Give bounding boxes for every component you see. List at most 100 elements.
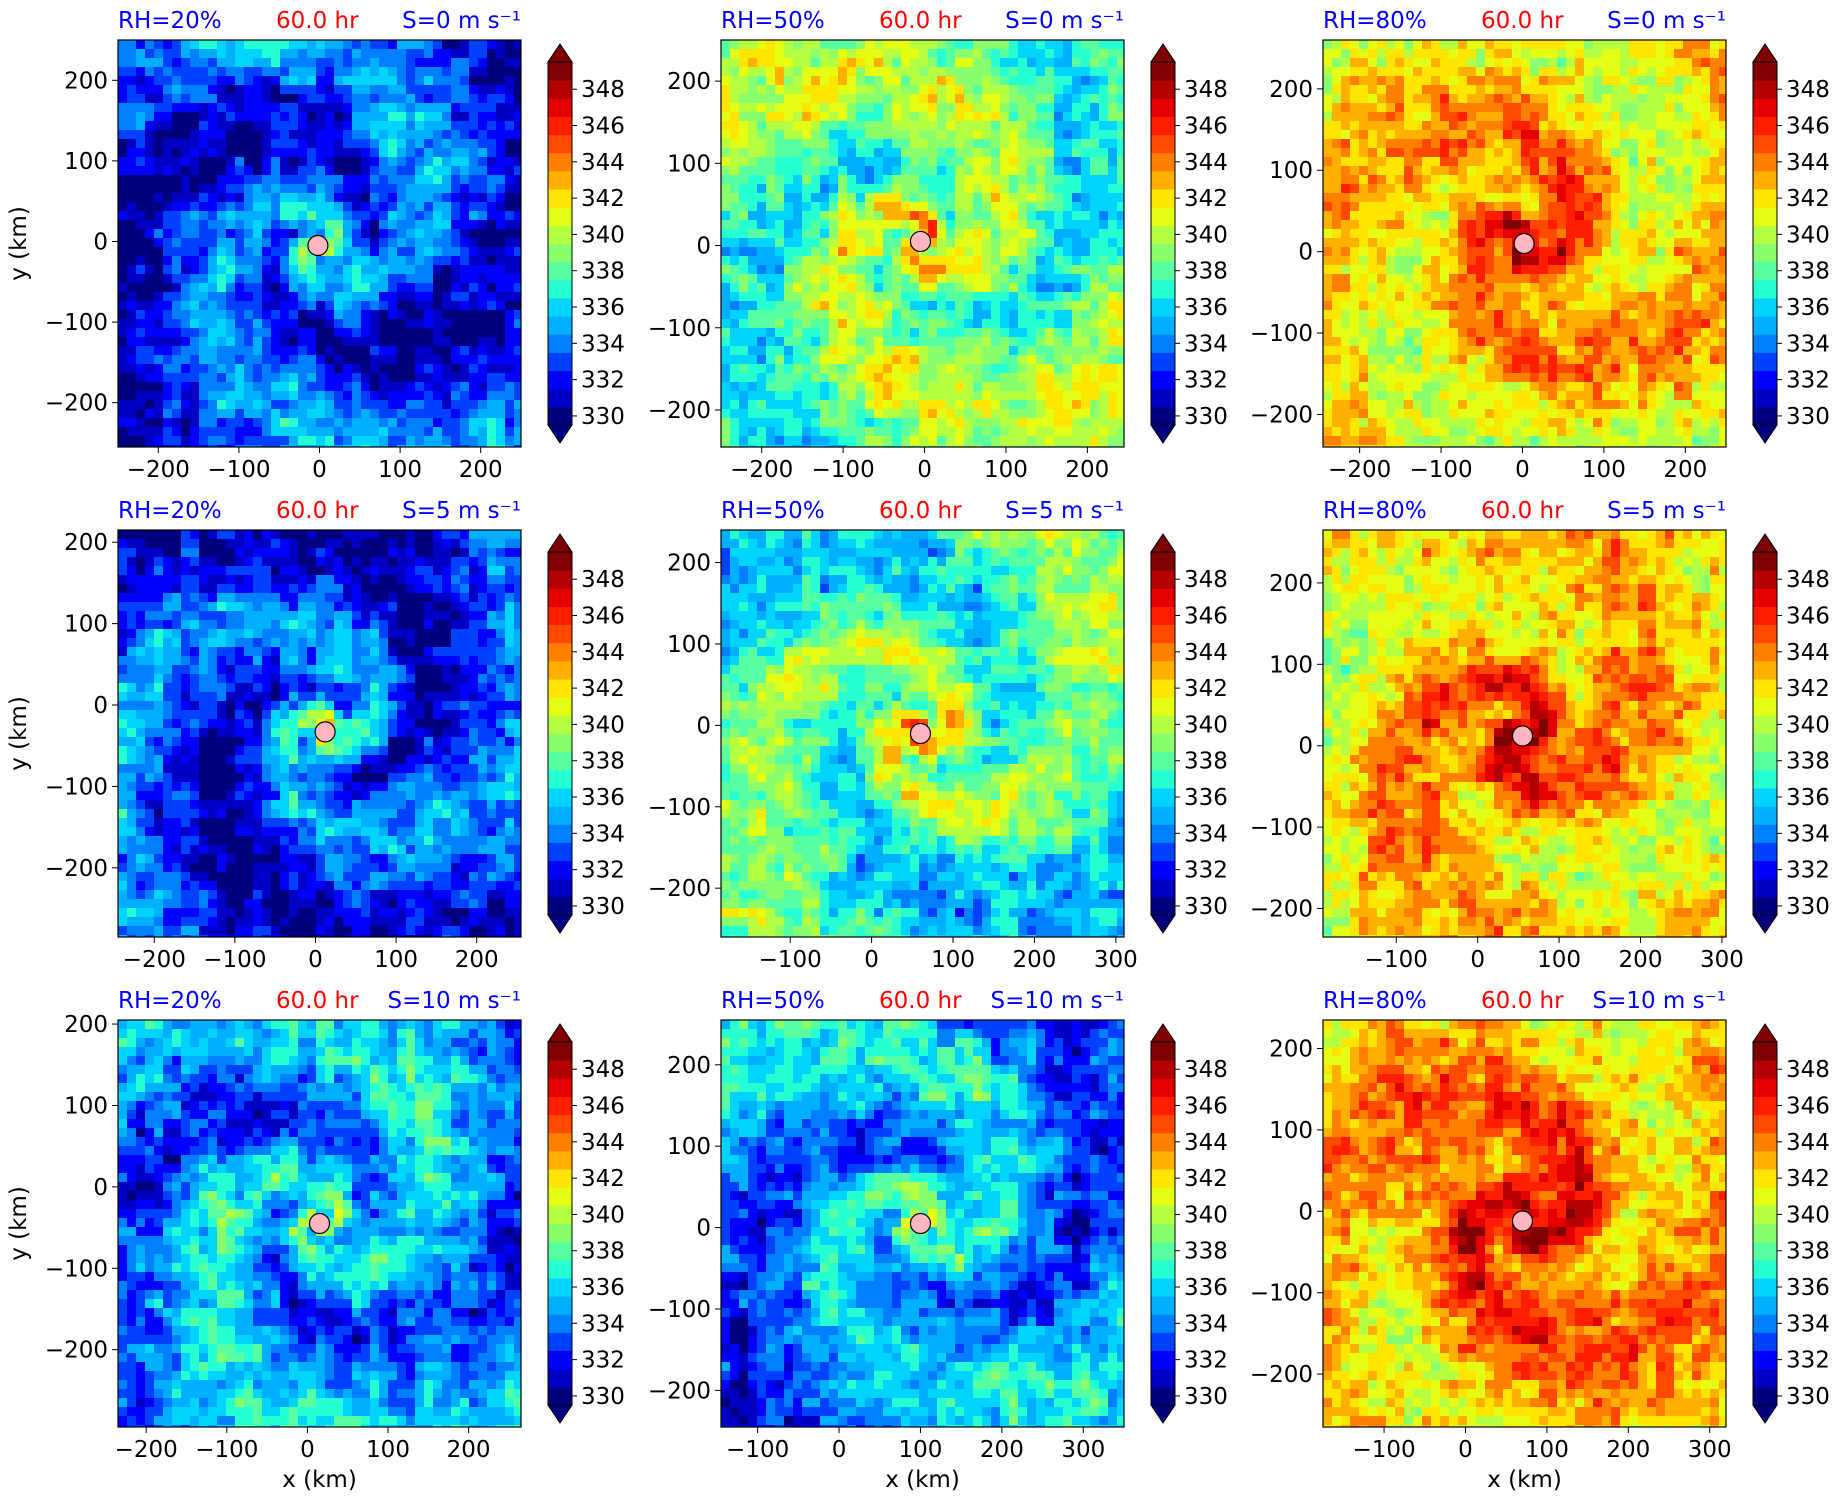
field-cell (163, 76, 173, 86)
field-cell (496, 220, 506, 230)
field-cell (856, 166, 866, 176)
field-cell (1476, 58, 1486, 68)
field-cell (478, 427, 488, 437)
field-cell (793, 310, 803, 320)
field-cell (262, 121, 272, 131)
field-cell (181, 373, 191, 383)
field-cell (496, 49, 506, 59)
field-cell (1503, 130, 1513, 140)
field-cell (280, 346, 290, 356)
field-cell (1090, 364, 1100, 374)
field-cell (892, 121, 902, 131)
field-cell (775, 283, 785, 293)
field-cell (298, 238, 308, 248)
field-cell (919, 148, 929, 158)
field-cell (199, 238, 209, 248)
field-cell (1377, 139, 1387, 149)
field-cell (127, 67, 137, 77)
field-cell (316, 40, 326, 50)
field-cell (1045, 202, 1055, 212)
field-cell (334, 418, 344, 428)
field-cell (505, 346, 515, 356)
field-cell (856, 301, 866, 311)
field-cell (370, 103, 380, 113)
field-cell (811, 301, 821, 311)
field-cell (451, 418, 461, 428)
field-cell (352, 346, 362, 356)
field-cell (1323, 40, 1333, 50)
field-cell (1629, 85, 1639, 95)
field-cell (901, 256, 911, 266)
field-cell (469, 256, 479, 266)
field-cell (316, 175, 326, 185)
field-cell (136, 184, 146, 194)
field-cell (1000, 256, 1010, 266)
theta-e-field (118, 40, 521, 447)
field-cell (460, 148, 470, 158)
field-cell (1018, 202, 1028, 212)
field-cell (1377, 103, 1387, 113)
field-cell (1027, 292, 1037, 302)
field-cell (1090, 247, 1100, 257)
field-cell (802, 148, 812, 158)
field-cell (316, 445, 326, 447)
field-cell (910, 445, 920, 447)
field-cell (838, 94, 848, 104)
field-cell (901, 94, 911, 104)
field-cell (1647, 58, 1657, 68)
field-cell (1665, 67, 1675, 77)
field-cell (118, 400, 128, 410)
field-cell (775, 157, 785, 167)
field-cell (1656, 76, 1666, 86)
field-cell (838, 220, 848, 230)
field-cell (469, 85, 479, 95)
field-cell (379, 445, 389, 447)
field-cell (973, 400, 983, 410)
field-cell (937, 58, 947, 68)
field-cell (415, 40, 425, 50)
field-cell (1584, 166, 1594, 176)
field-cell (208, 265, 218, 275)
field-cell (1018, 193, 1028, 203)
field-cell (352, 355, 362, 365)
field-cell (226, 319, 236, 329)
colorbar-segment (1151, 261, 1175, 281)
field-cell (820, 427, 830, 437)
field-cell (352, 292, 362, 302)
field-cell (1018, 355, 1028, 365)
field-cell (235, 373, 245, 383)
field-cell (1422, 58, 1432, 68)
field-cell (1575, 49, 1585, 59)
field-cell (1359, 112, 1369, 122)
field-cell (190, 67, 200, 77)
field-cell (226, 274, 236, 284)
field-cell (730, 157, 740, 167)
field-cell (433, 103, 443, 113)
field-cell (1000, 400, 1010, 410)
field-cell (1018, 328, 1028, 338)
field-cell (244, 67, 254, 77)
field-cell (1036, 427, 1046, 437)
field-cell (208, 256, 218, 266)
field-cell (892, 265, 902, 275)
field-cell (1045, 301, 1055, 311)
field-cell (1000, 292, 1010, 302)
field-cell (748, 112, 758, 122)
field-cell (991, 292, 1001, 302)
field-cell (343, 319, 353, 329)
field-cell (874, 247, 884, 257)
field-cell (280, 436, 290, 446)
field-cell (847, 166, 857, 176)
field-cell (1413, 67, 1423, 77)
field-cell (973, 148, 983, 158)
field-cell (1000, 202, 1010, 212)
field-cell (343, 247, 353, 257)
field-cell (316, 94, 326, 104)
field-cell (208, 238, 218, 248)
field-cell (829, 166, 839, 176)
field-cell (127, 76, 137, 86)
field-cell (469, 157, 479, 167)
field-cell (766, 130, 776, 140)
field-cell (361, 265, 371, 275)
field-cell (1000, 67, 1010, 77)
